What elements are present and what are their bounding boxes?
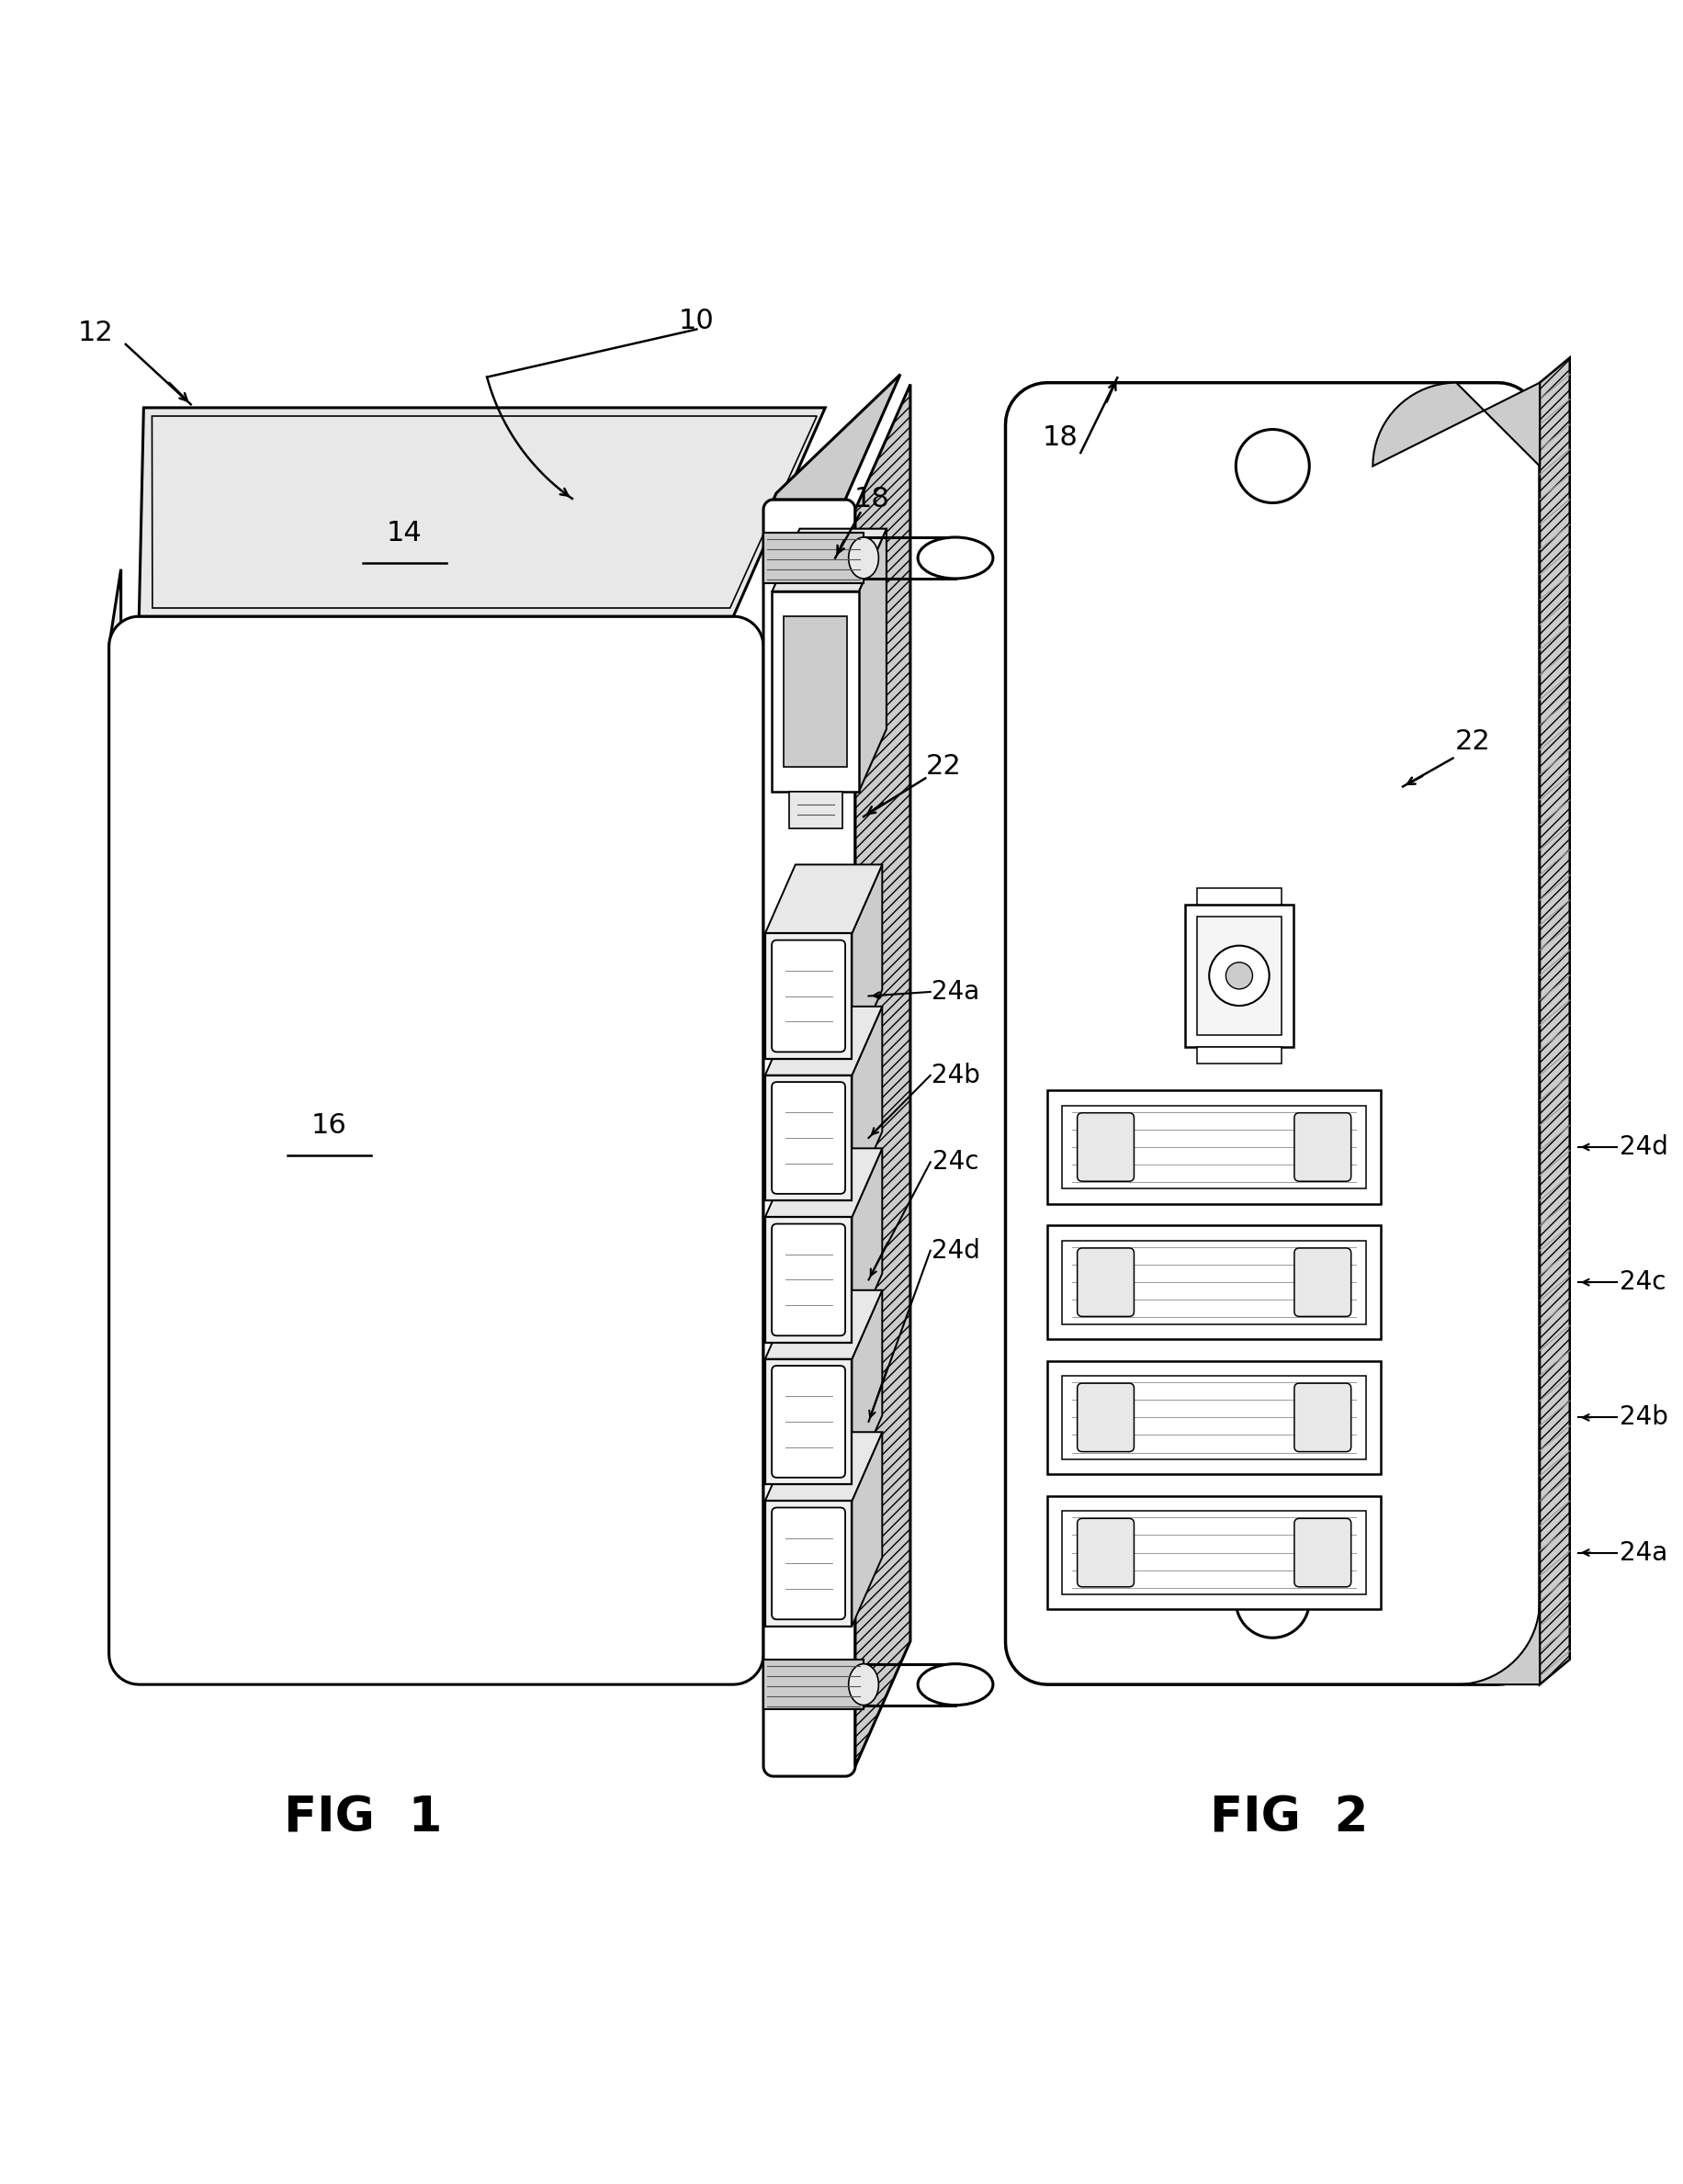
- Polygon shape: [764, 933, 852, 1059]
- FancyBboxPatch shape: [1294, 1247, 1350, 1317]
- Text: 12: 12: [77, 319, 113, 345]
- FancyBboxPatch shape: [1294, 1382, 1350, 1452]
- Polygon shape: [764, 1075, 852, 1201]
- Polygon shape: [109, 570, 121, 1655]
- FancyBboxPatch shape: [1294, 1518, 1350, 1588]
- Polygon shape: [1047, 1496, 1380, 1610]
- Text: 14: 14: [387, 520, 422, 546]
- Polygon shape: [852, 1149, 882, 1343]
- Polygon shape: [772, 373, 900, 500]
- Polygon shape: [764, 865, 882, 933]
- Polygon shape: [1197, 917, 1281, 1035]
- Polygon shape: [764, 1007, 882, 1075]
- Polygon shape: [762, 1660, 863, 1710]
- Polygon shape: [1062, 1376, 1365, 1459]
- Polygon shape: [772, 592, 858, 791]
- Polygon shape: [764, 1216, 852, 1343]
- Text: 22: 22: [926, 753, 961, 780]
- FancyBboxPatch shape: [771, 1081, 845, 1195]
- Polygon shape: [1197, 889, 1281, 904]
- Polygon shape: [1197, 1046, 1281, 1064]
- Text: 22: 22: [1454, 727, 1489, 756]
- Text: 24a: 24a: [1619, 1540, 1666, 1566]
- Ellipse shape: [917, 537, 993, 579]
- FancyBboxPatch shape: [1077, 1518, 1133, 1588]
- FancyBboxPatch shape: [771, 939, 845, 1053]
- Text: 18: 18: [853, 487, 889, 513]
- Text: 24d: 24d: [1619, 1133, 1668, 1160]
- Ellipse shape: [848, 537, 879, 579]
- Polygon shape: [1062, 1241, 1365, 1324]
- Polygon shape: [140, 408, 825, 616]
- Polygon shape: [1185, 904, 1293, 1046]
- Polygon shape: [764, 1433, 882, 1500]
- Polygon shape: [855, 384, 911, 1767]
- Polygon shape: [852, 1433, 882, 1627]
- Polygon shape: [783, 616, 847, 767]
- Circle shape: [1235, 1564, 1309, 1638]
- Ellipse shape: [848, 1664, 879, 1706]
- Text: 16: 16: [311, 1112, 347, 1138]
- Polygon shape: [1062, 1105, 1365, 1188]
- Polygon shape: [772, 529, 885, 592]
- Polygon shape: [1047, 1090, 1380, 1203]
- Circle shape: [1225, 963, 1252, 989]
- Polygon shape: [852, 1291, 882, 1485]
- Text: 24b: 24b: [931, 1061, 980, 1088]
- Polygon shape: [852, 865, 882, 1059]
- FancyBboxPatch shape: [771, 1223, 845, 1337]
- Polygon shape: [1456, 1601, 1538, 1684]
- Polygon shape: [1005, 382, 1538, 1684]
- Polygon shape: [858, 529, 885, 791]
- FancyBboxPatch shape: [1294, 1114, 1350, 1182]
- Polygon shape: [762, 533, 863, 583]
- FancyBboxPatch shape: [771, 1365, 845, 1479]
- Polygon shape: [764, 1149, 882, 1216]
- Polygon shape: [762, 500, 855, 1776]
- FancyBboxPatch shape: [1077, 1382, 1133, 1452]
- Polygon shape: [1538, 358, 1569, 1684]
- Text: 24b: 24b: [1619, 1404, 1668, 1431]
- Polygon shape: [151, 417, 816, 607]
- Polygon shape: [1372, 382, 1538, 465]
- Text: 18: 18: [1042, 424, 1077, 452]
- Circle shape: [1235, 430, 1309, 502]
- Polygon shape: [1047, 1361, 1380, 1474]
- Text: 24d: 24d: [931, 1238, 980, 1262]
- Polygon shape: [788, 791, 842, 828]
- Text: FIG  1: FIG 1: [283, 1793, 441, 1841]
- Polygon shape: [764, 1358, 852, 1485]
- Polygon shape: [852, 1007, 882, 1201]
- FancyBboxPatch shape: [771, 1507, 845, 1618]
- Polygon shape: [764, 1500, 852, 1627]
- Polygon shape: [109, 616, 762, 1684]
- Polygon shape: [1047, 1225, 1380, 1339]
- Polygon shape: [1062, 1511, 1365, 1594]
- Polygon shape: [764, 1291, 882, 1358]
- FancyBboxPatch shape: [1077, 1114, 1133, 1182]
- Text: FIG  2: FIG 2: [1210, 1793, 1368, 1841]
- Ellipse shape: [917, 1664, 993, 1706]
- Text: 10: 10: [678, 308, 714, 334]
- Text: 24a: 24a: [931, 978, 980, 1005]
- FancyBboxPatch shape: [1077, 1247, 1133, 1317]
- Text: 24c: 24c: [1619, 1269, 1666, 1295]
- Text: 24c: 24c: [932, 1149, 978, 1175]
- Circle shape: [1208, 946, 1269, 1005]
